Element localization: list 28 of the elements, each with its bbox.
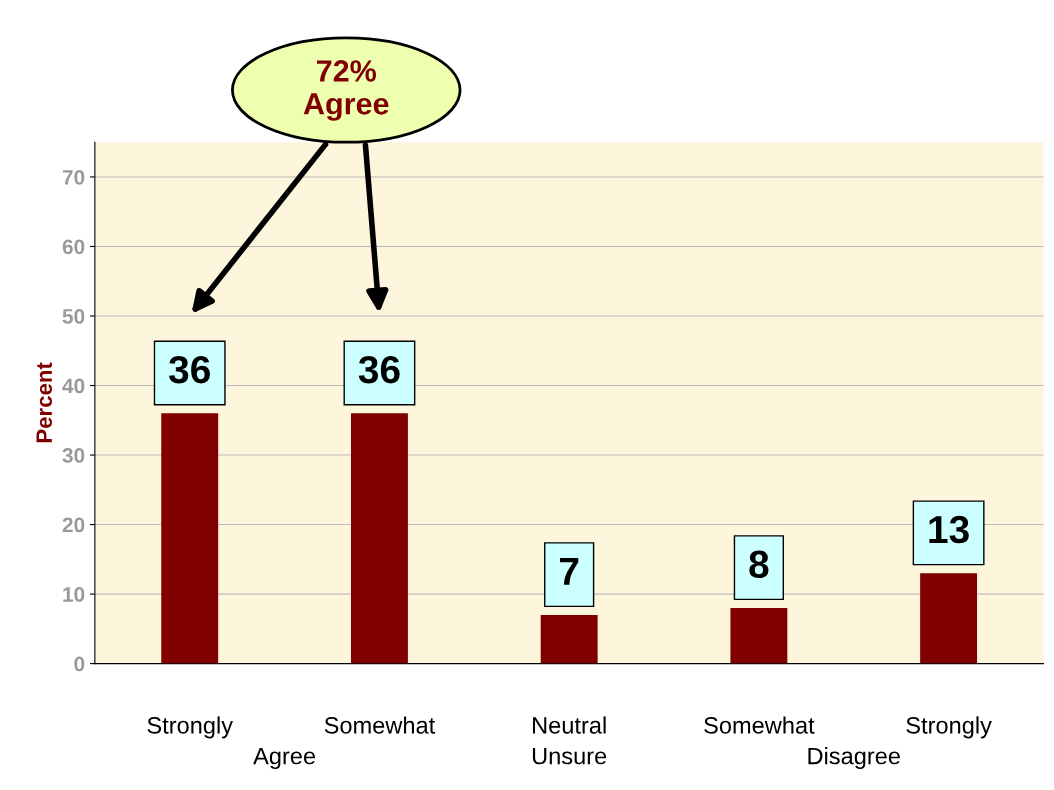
x-tick-label: Strongly xyxy=(906,716,992,739)
y-tick-label: 50 xyxy=(62,309,85,324)
data-label: 36 xyxy=(168,355,210,384)
y-tick-label: 0 xyxy=(74,656,85,672)
bar xyxy=(540,614,598,664)
y-tick-label: 70 xyxy=(62,169,85,185)
text: 72% Agree xyxy=(303,60,389,121)
bar xyxy=(161,413,219,664)
data-label: 8 xyxy=(749,550,769,579)
bar xyxy=(920,573,978,664)
y-axis-title: Percent xyxy=(36,362,53,443)
data-label: 7 xyxy=(560,557,579,585)
y-tick-label: 60 xyxy=(62,239,85,255)
text: Unsure xyxy=(532,747,607,765)
bar xyxy=(350,413,408,664)
y-tick-label: 30 xyxy=(62,448,85,463)
y-tick-label: 20 xyxy=(62,517,85,533)
x-tick-label: Somewhat xyxy=(704,716,815,734)
text: Agree xyxy=(253,747,316,770)
y-tick-label: 40 xyxy=(62,378,85,394)
y-tick-label: 10 xyxy=(63,587,85,602)
x-tick-label: Neutral xyxy=(533,716,606,734)
data-label: 36 xyxy=(358,355,400,384)
bar xyxy=(730,607,788,664)
text: Disagree xyxy=(808,747,900,770)
x-tick-label: Strongly xyxy=(147,716,233,739)
data-label: 13 xyxy=(929,515,969,544)
x-tick-label: Somewhat xyxy=(324,716,436,734)
